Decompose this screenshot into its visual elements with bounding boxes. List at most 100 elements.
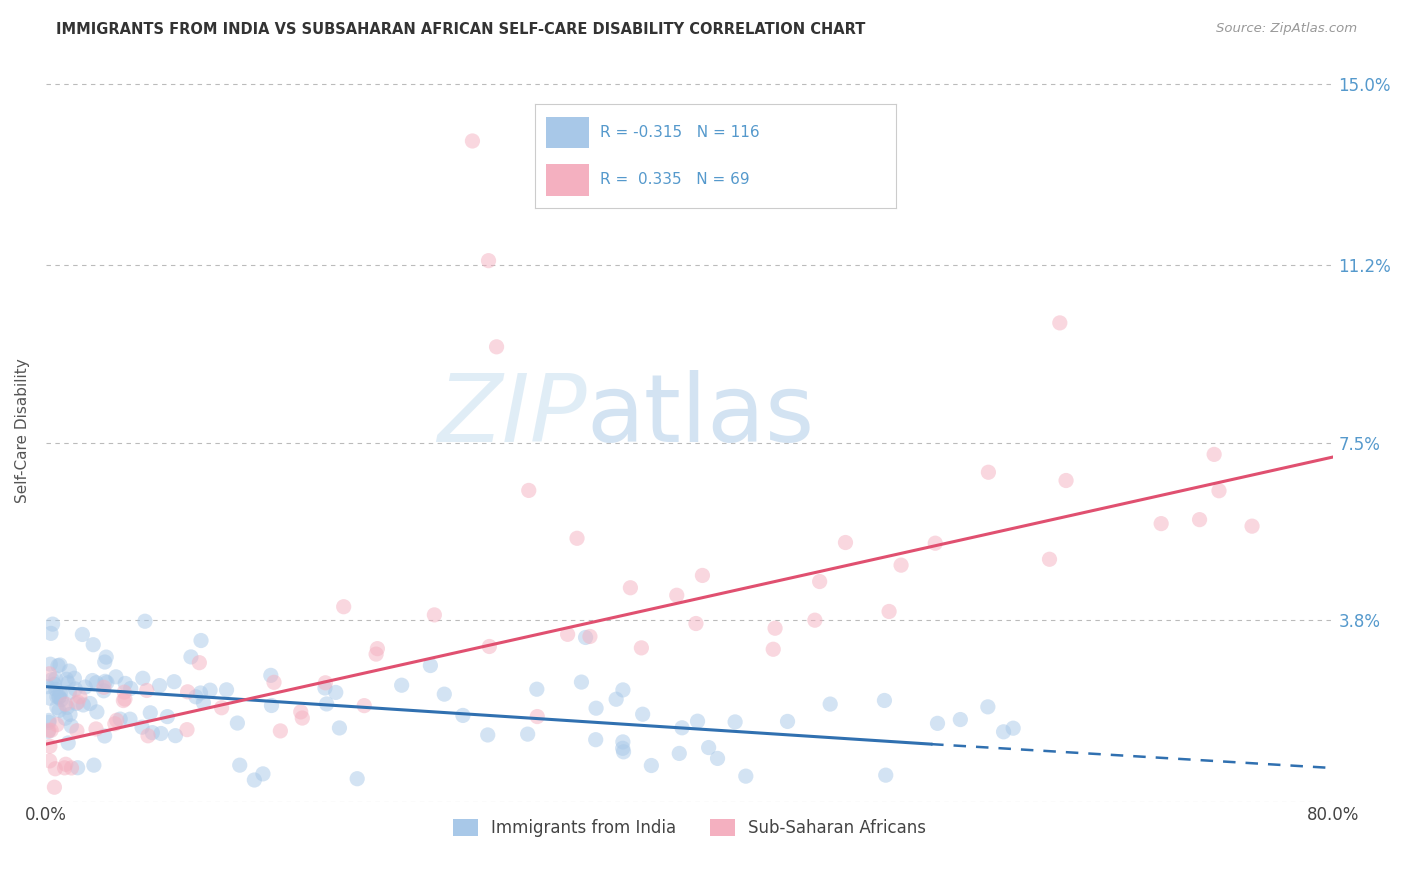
Point <box>72 627 94 641</box>
Point <box>114 676 136 690</box>
Point <box>39 657 62 672</box>
Point <box>924 536 946 550</box>
Point <box>41 617 63 632</box>
Point <box>211 700 233 714</box>
Point <box>776 714 799 729</box>
Point <box>165 729 187 743</box>
Point <box>45 672 67 686</box>
Point <box>38 714 60 728</box>
Point <box>1038 552 1060 566</box>
Point <box>93 729 115 743</box>
Point <box>526 709 548 723</box>
Point <box>605 692 627 706</box>
Point <box>104 670 127 684</box>
Point <box>697 740 720 755</box>
Point <box>1054 474 1077 488</box>
Point <box>366 641 388 656</box>
Point <box>136 729 159 743</box>
Point <box>631 707 654 722</box>
Point <box>461 134 484 148</box>
Point <box>65 697 87 711</box>
Point <box>332 599 354 614</box>
Point <box>118 712 141 726</box>
Point <box>38 666 60 681</box>
Point <box>875 768 897 782</box>
Point <box>734 769 756 783</box>
Point <box>1150 516 1173 531</box>
Point <box>60 719 83 733</box>
Point <box>1049 316 1071 330</box>
Point <box>39 626 62 640</box>
Point <box>37 680 59 694</box>
Point <box>58 736 80 750</box>
Point <box>79 697 101 711</box>
Point <box>86 675 108 690</box>
Point <box>44 677 66 691</box>
Point <box>139 706 162 720</box>
Point <box>49 657 72 672</box>
Point <box>260 668 283 682</box>
Point <box>229 758 252 772</box>
Point <box>1188 513 1211 527</box>
Point <box>38 754 60 768</box>
Point <box>48 703 70 717</box>
Point <box>927 716 949 731</box>
Point <box>391 678 413 692</box>
Point <box>93 681 115 695</box>
Point <box>612 745 634 759</box>
Y-axis label: Self-Care Disability: Self-Care Disability <box>15 359 30 503</box>
Point <box>226 716 249 731</box>
Point <box>834 535 856 549</box>
Point <box>949 713 972 727</box>
Point <box>84 722 107 736</box>
Point <box>668 747 690 761</box>
Point <box>818 697 841 711</box>
Point <box>763 621 786 635</box>
Point <box>423 607 446 622</box>
Point <box>571 675 593 690</box>
Point <box>75 680 97 694</box>
Point <box>478 640 501 654</box>
Point <box>328 721 350 735</box>
Point <box>706 751 728 765</box>
Point <box>60 761 83 775</box>
Point <box>290 705 312 719</box>
Point <box>55 697 77 711</box>
Text: IMMIGRANTS FROM INDIA VS SUBSAHARAN AFRICAN SELF-CARE DISABILITY CORRELATION CHA: IMMIGRANTS FROM INDIA VS SUBSAHARAN AFRI… <box>56 22 866 37</box>
Point <box>66 695 89 709</box>
Point <box>808 574 831 589</box>
Point <box>114 692 136 706</box>
Point <box>53 711 76 725</box>
Point <box>685 616 707 631</box>
Point <box>630 640 652 655</box>
Point <box>198 683 221 698</box>
Point <box>419 658 441 673</box>
Point <box>565 531 588 545</box>
Point <box>55 757 77 772</box>
Point <box>72 698 94 712</box>
Point <box>612 741 634 756</box>
Point <box>184 690 207 704</box>
Point <box>132 671 155 685</box>
Point <box>557 627 579 641</box>
Point <box>180 649 202 664</box>
Point <box>263 675 285 690</box>
Point <box>176 723 198 737</box>
Point <box>686 714 709 729</box>
Point <box>38 723 60 738</box>
Text: ZIP: ZIP <box>437 370 586 461</box>
Point <box>93 655 115 669</box>
Point <box>485 340 508 354</box>
Point <box>873 693 896 707</box>
Point <box>120 681 142 696</box>
Point <box>993 724 1015 739</box>
Point <box>190 686 212 700</box>
Point <box>156 709 179 723</box>
Point <box>215 682 238 697</box>
Point <box>149 726 172 740</box>
Text: atlas: atlas <box>586 370 815 462</box>
Point <box>44 780 66 795</box>
Point <box>269 723 291 738</box>
Point <box>188 656 211 670</box>
Point <box>135 683 157 698</box>
